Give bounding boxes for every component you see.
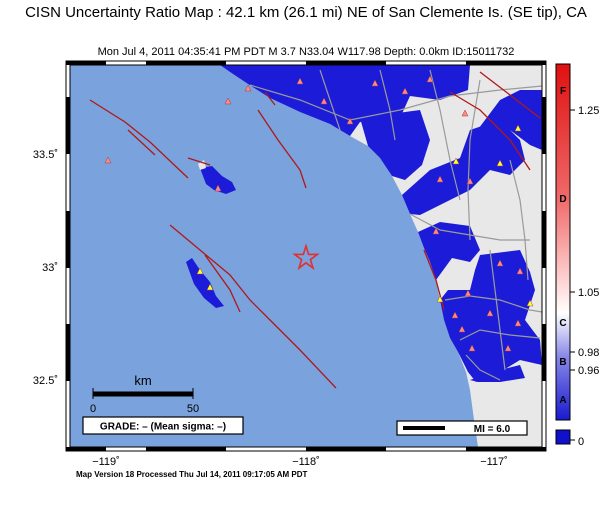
colorbar: 1.25 1.05 0.98 0.96 0 F D C B A [555, 63, 599, 448]
station-marker [371, 79, 379, 87]
colorbar-gradient [555, 63, 571, 421]
y-tick-label: 33˚ [42, 262, 58, 274]
y-tick-label: 33.5˚ [33, 149, 58, 161]
island-san-clemente [186, 258, 224, 308]
station-marker [468, 344, 476, 352]
station-marker [296, 77, 304, 85]
colorbar-value: 0.96 [578, 365, 599, 377]
scale-bar-min: 0 [90, 403, 96, 415]
station-marker [436, 295, 444, 303]
station-marker [436, 175, 444, 183]
y-tick-label: 32.5˚ [33, 375, 58, 387]
colorbar-zero-block [555, 429, 571, 445]
x-tick-label: −119˚ [92, 456, 120, 468]
mi-legend: MI = 6.0 [396, 420, 528, 436]
station-marker [514, 319, 522, 327]
station-marker [452, 157, 460, 165]
colorbar-grade: F [560, 86, 566, 97]
colorbar-value: 0 [578, 436, 584, 448]
station-marker [196, 267, 204, 275]
colorbar-value: 1.25 [578, 105, 599, 117]
station-marker [451, 311, 459, 319]
stations [104, 75, 534, 352]
station-marker [504, 344, 512, 352]
map-area [70, 65, 542, 447]
map-title: CISN Uncertainty Ratio Map : 42.1 km (26… [25, 4, 587, 21]
station-marker [104, 156, 112, 164]
colorbar-grade: B [559, 357, 566, 368]
grade-box: GRADE: – (Mean sigma: –) [82, 416, 244, 435]
station-marker [401, 87, 409, 95]
island-santa-catalina [200, 166, 236, 194]
station-marker [244, 84, 252, 92]
map-frame [66, 61, 546, 451]
station-marker [486, 309, 494, 317]
station-marker [206, 283, 214, 291]
x-tick-label: −118˚ [292, 456, 320, 468]
colorbar-value: 0.98 [578, 347, 599, 359]
colorbar-value: 1.05 [578, 287, 599, 299]
station-marker [214, 184, 222, 192]
grade-text: GRADE: – (Mean sigma: –) [100, 422, 226, 433]
colorbar-grade: C [559, 318, 566, 329]
station-marker [514, 124, 522, 132]
station-marker [346, 117, 354, 125]
station-marker [466, 177, 474, 185]
station-marker [516, 267, 524, 275]
station-marker [458, 325, 466, 333]
colorbar-grade: A [559, 395, 566, 406]
mi-legend-text: MI = 6.0 [474, 424, 511, 435]
station-marker [464, 289, 472, 297]
scale-bar-max: 50 [187, 403, 199, 415]
scale-bar-unit: km [134, 373, 151, 388]
station-marker [496, 159, 504, 167]
map-version-footer: Map Version 18 Processed Thu Jul 14, 201… [76, 470, 308, 479]
scale-bar: km 0 50 [90, 373, 199, 415]
event-info: Mon Jul 4, 2011 04:35:41 PM PDT M 3.7 N3… [97, 46, 515, 58]
x-tick-label: −117˚ [480, 456, 508, 468]
station-marker [224, 97, 232, 105]
station-marker [320, 97, 328, 105]
station-marker [496, 259, 504, 267]
station-marker [461, 109, 469, 117]
colorbar-grade: D [559, 194, 566, 205]
station-marker [432, 227, 440, 235]
epicenter-star [292, 243, 320, 271]
station-marker [426, 75, 434, 83]
roads [249, 69, 542, 381]
station-marker [526, 299, 534, 307]
